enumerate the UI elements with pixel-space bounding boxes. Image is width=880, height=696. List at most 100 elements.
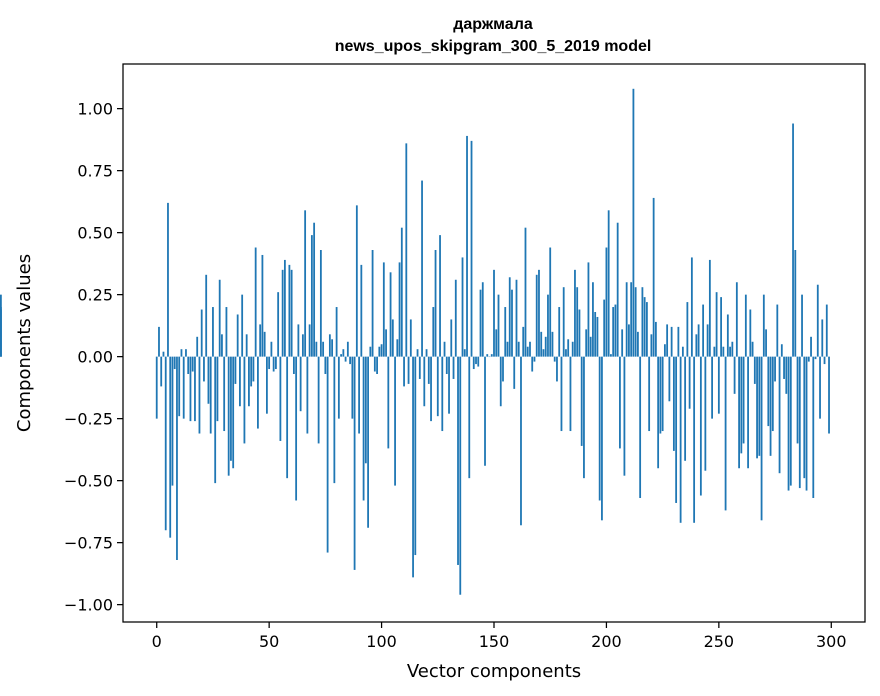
y-tick-label: 0.00 [77,348,113,367]
y-tick-label: −1.00 [64,596,113,615]
bar-112 [408,357,410,384]
bar-120 [426,349,428,356]
bar-98 [376,357,378,374]
bar-160 [516,280,518,357]
bar-200 [606,248,608,357]
bar-115 [414,357,416,555]
bar-221 [653,198,655,357]
bar-66 [304,210,306,356]
bar-52 [273,357,275,372]
bar-116 [417,349,419,356]
bar-214 [637,332,639,357]
bar-213 [635,287,637,356]
chart-title-main: даржмала [453,16,533,33]
bar-31 [226,307,228,357]
bar-124 [435,250,437,357]
bar-154 [502,357,504,382]
y-tick-label: −0.50 [64,472,113,491]
chart-title: даржмала news_upos_skipgram_300_5_2019 m… [335,16,652,55]
bar-235 [684,357,686,461]
bar-283 [792,124,794,357]
bar-4 [165,357,167,531]
bar-228 [668,357,670,402]
bar-181 [563,287,565,356]
bar-285 [797,357,799,444]
bar-70 [313,223,315,357]
bar-177 [554,357,556,362]
bar-121 [428,357,430,384]
bar-26 [214,357,216,483]
bar-61 [293,357,295,374]
bar-18 [196,337,198,357]
bar-56 [282,270,284,357]
bar-289 [806,357,808,491]
bar-164 [525,228,527,357]
bar-127 [441,357,443,431]
bar-269 [761,357,763,521]
bar-58 [286,357,288,479]
bar-60 [291,270,293,357]
bar-295 [819,357,821,419]
bar-105 [392,319,394,356]
bar-248 [713,347,715,357]
bar-169 [536,275,538,357]
bar-237 [689,357,691,409]
bar-199 [603,300,605,357]
bar-50 [268,357,270,369]
bar-233 [680,357,682,523]
bar-162 [520,357,522,526]
bar-222 [655,322,657,357]
bar-204 [615,305,617,357]
bar-185 [572,342,574,357]
bar-159 [513,357,515,389]
bar-23 [208,357,210,404]
bar-82 [340,354,342,356]
bar-16 [192,357,194,372]
bar-208 [624,357,626,476]
bar-163 [522,327,524,357]
bar-137 [464,349,466,356]
bar-76 [327,357,329,553]
x-axis-label: Vector components [407,661,581,682]
x-tick-label: 50 [259,632,279,651]
bar-77 [329,334,331,356]
bar-203 [612,307,614,357]
bar-298 [826,305,828,357]
bar-251 [720,297,722,357]
bar-217 [644,297,646,357]
bar-256 [731,342,733,357]
bar-215 [639,357,641,498]
bar-1 [158,327,160,357]
bar-232 [677,327,679,357]
bar-243 [702,305,704,357]
bar-32 [228,357,230,476]
bar-254 [727,314,729,356]
bar-280 [785,357,787,394]
bar-267 [756,357,758,459]
bar-279 [783,357,785,379]
bar-39 [244,357,246,444]
bar-96 [372,250,374,357]
y-axis-label: Components values [14,254,35,432]
bar-196 [597,317,599,357]
bar-54 [277,292,279,356]
bar-186 [574,270,576,357]
bar-262 [745,295,747,357]
bar-277 [779,357,781,474]
bar-209 [626,282,628,356]
bar-202 [610,354,612,356]
bar-282 [790,357,792,486]
bar-49 [266,357,268,414]
bar-111 [405,143,407,356]
bar-198 [601,357,603,521]
bar-136 [462,257,464,356]
bar-255 [729,347,731,357]
bar-109 [401,228,403,357]
bar-75 [324,357,326,374]
bar-89 [356,205,358,356]
bar-264 [749,310,751,357]
bar-130 [448,357,450,414]
bar-170 [538,270,540,357]
bar-182 [565,349,567,356]
